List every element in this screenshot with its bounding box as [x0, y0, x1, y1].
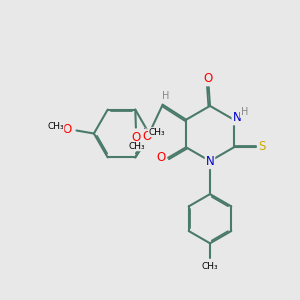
- Text: O: O: [204, 72, 213, 86]
- Text: O: O: [132, 131, 141, 144]
- Text: O: O: [142, 130, 152, 143]
- Text: CH₃: CH₃: [148, 128, 165, 137]
- Text: CH₃: CH₃: [202, 262, 218, 271]
- Text: N: N: [232, 111, 241, 124]
- Text: O: O: [157, 151, 166, 164]
- Text: methoxy: methoxy: [144, 128, 150, 129]
- Text: O: O: [62, 123, 71, 136]
- Text: S: S: [258, 140, 266, 153]
- Text: CH₃: CH₃: [47, 122, 64, 131]
- Text: H: H: [162, 91, 169, 101]
- Text: CH₃: CH₃: [128, 142, 145, 151]
- Text: N: N: [206, 155, 214, 168]
- Text: H: H: [241, 107, 248, 117]
